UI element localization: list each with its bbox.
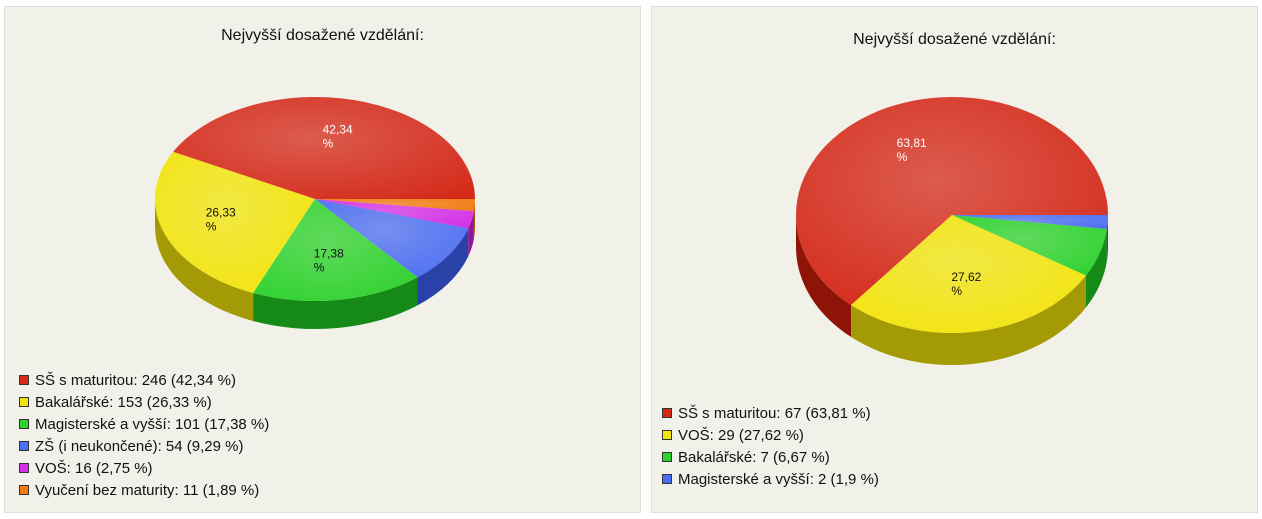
pie-slice-side-vos bbox=[468, 211, 474, 257]
pie-slice-side-ss-s-maturitou bbox=[796, 215, 852, 338]
legend-label: Magisterské a vyšší: 2 (1,9 %) bbox=[678, 470, 879, 488]
pie-slice-vos bbox=[851, 215, 1086, 333]
legend-swatch bbox=[19, 397, 29, 407]
pie-side-walls bbox=[155, 199, 475, 330]
legend-swatch bbox=[19, 441, 29, 451]
pie-slice-side-magisterske-a-vyssi bbox=[253, 277, 418, 330]
pie-slice-zs-i-neukoncene bbox=[315, 199, 469, 278]
pie-slice-label-value: 27,62 bbox=[951, 270, 981, 284]
pie-slice-side-bakalarske bbox=[155, 199, 254, 322]
pie-labels: 63,81%27,62% bbox=[897, 136, 982, 298]
legend-label: VOŠ: 16 (2,75 %) bbox=[35, 459, 153, 477]
pie-slice-ss-s-maturitou bbox=[173, 97, 475, 199]
legend-label: ZŠ (i neukončené): 54 (9,29 %) bbox=[35, 437, 244, 455]
legend-swatch bbox=[662, 430, 672, 440]
chart-title: Nejvyšší dosažené vzdělání: bbox=[221, 27, 424, 44]
legend-item-ss-s-maturitou: SŠ s maturitou: 67 (63,81 %) bbox=[662, 402, 879, 424]
chart-panel-right: Nejvyšší dosažené vzdělání: 63,81% 27,62%… bbox=[651, 6, 1258, 513]
legend-swatch bbox=[662, 474, 672, 484]
legend-item-magisterske-a-vyssi: Magisterské a vyšší: 2 (1,9 %) bbox=[662, 468, 879, 490]
legend-swatch bbox=[19, 485, 29, 495]
legend-item-vos: VOŠ: 16 (2,75 %) bbox=[19, 457, 269, 479]
pie-slice-label-percent: % bbox=[897, 150, 908, 164]
pie-side-walls bbox=[796, 215, 1108, 365]
legend-label: Bakalářské: 7 (6,67 %) bbox=[678, 448, 830, 466]
pie-slice-vyuceni-bez-maturity bbox=[315, 199, 475, 212]
chart-panel-left: Nejvyšší dosažené vzdělání: 42,34% 26,33%… bbox=[4, 6, 641, 513]
pie-slice-ss-s-maturitou bbox=[796, 97, 1108, 306]
pie-slice-side-vos bbox=[851, 275, 1086, 365]
legend-item-ss-s-maturitou: SŠ s maturitou: 246 (42,34 %) bbox=[19, 369, 269, 391]
pie-slice-label-value: 63,81 bbox=[897, 136, 927, 150]
pie-slice-label-value: 17,38 bbox=[314, 247, 344, 261]
legend-label: Magisterské a vyšší: 101 (17,38 %) bbox=[35, 415, 270, 433]
legend-item-zs-i-neukoncene: ZŠ (i neukončené): 54 (9,29 %) bbox=[19, 435, 269, 457]
legend-swatch bbox=[19, 375, 29, 385]
pie-labels: 42,34%26,33%17,38% bbox=[206, 123, 353, 275]
pie-slice-side-vyuceni-bez-maturity bbox=[473, 199, 475, 240]
pie-slice-magisterske-a-vyssi bbox=[952, 215, 1108, 230]
pie-slice-side-zs-i-neukoncene bbox=[417, 228, 469, 306]
pie-slice-magisterske-a-vyssi bbox=[253, 199, 418, 302]
pie-slices bbox=[796, 97, 1108, 333]
legend-item-vos: VOŠ: 29 (27,62 %) bbox=[662, 424, 879, 446]
pie-slice-vos bbox=[315, 199, 474, 229]
legend-item-bakalarske: Bakalářské: 153 (26,33 %) bbox=[19, 391, 269, 413]
legend-label: Bakalářské: 153 (26,33 %) bbox=[35, 393, 212, 411]
pie-slices bbox=[154, 97, 475, 302]
pie-slice-label-value: 42,34 bbox=[323, 123, 353, 137]
pie-chart-left: 42,34%26,33%17,38% bbox=[154, 97, 475, 330]
pie-slice-label-percent: % bbox=[951, 284, 962, 298]
legend-label: Vyučení bez maturity: 11 (1,89 %) bbox=[35, 481, 260, 499]
legend-swatch bbox=[662, 452, 672, 462]
pie-slice-bakalarske bbox=[154, 151, 315, 294]
legend-label: SŠ s maturitou: 67 (63,81 %) bbox=[678, 404, 871, 422]
legend-item-magisterske-a-vyssi: Magisterské a vyšší: 101 (17,38 %) bbox=[19, 413, 269, 435]
chart-legend-right: SŠ s maturitou: 67 (63,81 %) VOŠ: 29 (27,… bbox=[662, 402, 879, 490]
legend-swatch bbox=[662, 408, 672, 418]
legend-swatch bbox=[19, 463, 29, 473]
pie-slice-bakalarske bbox=[952, 215, 1107, 276]
chart-legend-left: SŠ s maturitou: 246 (42,34 %) Bakalářské:… bbox=[19, 369, 269, 501]
legend-label: VOŠ: 29 (27,62 %) bbox=[678, 426, 804, 444]
legend-item-bakalarske: Bakalářské: 7 (6,67 %) bbox=[662, 446, 879, 468]
pie-slice-label-percent: % bbox=[314, 261, 325, 275]
pie-slice-label-value: 26,33 bbox=[206, 205, 236, 219]
pie-slice-side-magisterske-a-vyssi bbox=[1106, 215, 1108, 262]
pie-slice-side-bakalarske bbox=[1085, 229, 1107, 308]
pie-slice-label-percent: % bbox=[323, 137, 334, 151]
pie-chart-right: 63,81%27,62% bbox=[796, 97, 1108, 365]
legend-swatch bbox=[19, 419, 29, 429]
chart-title: Nejvyšší dosažené vzdělání: bbox=[853, 31, 1056, 48]
pie-slice-label-percent: % bbox=[206, 219, 217, 233]
legend-item-vyuceni-bez-maturity: Vyučení bez maturity: 11 (1,89 %) bbox=[19, 479, 269, 501]
legend-label: SŠ s maturitou: 246 (42,34 %) bbox=[35, 371, 236, 389]
